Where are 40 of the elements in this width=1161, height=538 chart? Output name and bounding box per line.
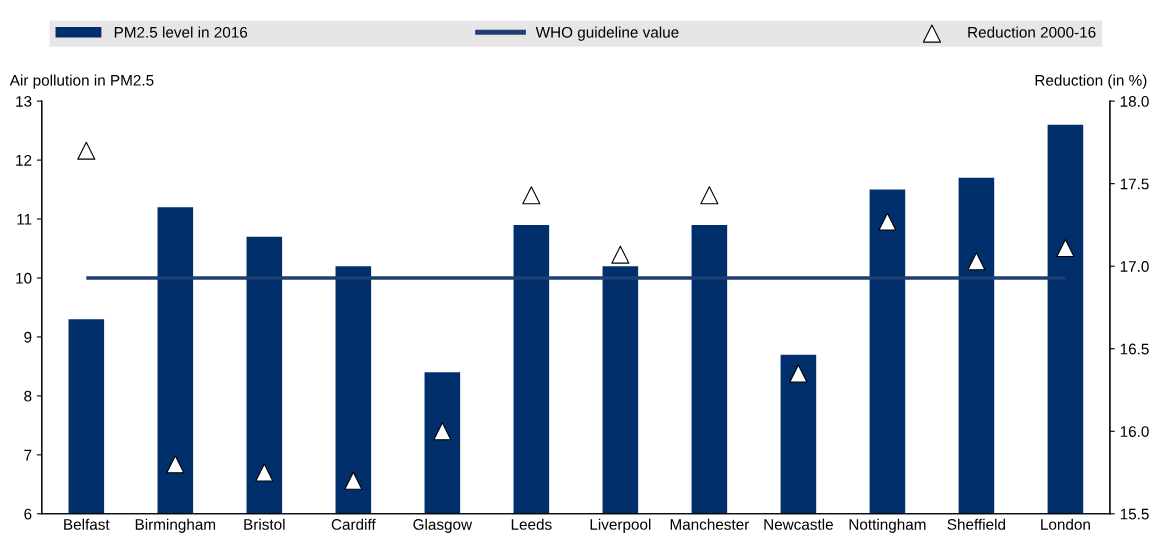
- point: [789, 364, 808, 383]
- x-tick-label: Leeds: [511, 518, 552, 530]
- y2-tick-label: 17.5: [1120, 178, 1149, 190]
- x-tick-label: Bristol: [244, 518, 285, 530]
- x-tick-label: Newcastle: [764, 518, 833, 530]
- point: [878, 212, 897, 231]
- y-tick-label: 12: [16, 154, 32, 166]
- legend-label: WHO guideline value: [535, 26, 679, 41]
- y-tick-label: 6: [24, 508, 32, 520]
- x-tick-label: Glasgow: [413, 518, 473, 533]
- x-tick-label: Sheffield: [947, 518, 1006, 530]
- point: [166, 455, 185, 474]
- x-tick-label: Manchester: [670, 518, 750, 530]
- point: [433, 422, 452, 441]
- point: [967, 252, 986, 271]
- y2-axis-title: Reduction (in %): [1035, 74, 1147, 89]
- legend-label: PM2.5 level in 2016: [114, 26, 248, 38]
- y-tick-label: 8: [24, 390, 32, 402]
- x-tick-label: Liverpool: [590, 518, 651, 533]
- point: [1056, 238, 1075, 258]
- y2-tick-label: 17.0: [1120, 261, 1149, 272]
- y-tick-label: 9: [24, 331, 32, 343]
- y-tick-label: 10: [16, 272, 32, 284]
- y2-tick-label: 15.5: [1120, 508, 1149, 520]
- y2-tick-label: 18.0: [1120, 96, 1149, 107]
- y-tick-label: 11: [17, 214, 32, 225]
- y2-tick-label: 16.5: [1120, 343, 1149, 355]
- point: [77, 141, 96, 160]
- point: [344, 471, 363, 490]
- x-tick-label: Nottingham: [849, 518, 926, 533]
- y2-tick-label: 16.0: [1120, 426, 1149, 437]
- y-axis-title: Air pollution in PM2.5: [9, 74, 154, 89]
- x-tick-label: Cardiff: [331, 518, 376, 530]
- y-tick-label: 13: [16, 96, 32, 107]
- legend-label: Reduction 2000-16: [968, 26, 1096, 38]
- point: [255, 463, 274, 482]
- x-tick-label: Belfast: [64, 518, 110, 530]
- y-tick-label: 7: [24, 449, 32, 461]
- x-tick-label: Birmingham: [135, 518, 216, 533]
- x-tick-label: London: [1041, 518, 1090, 530]
